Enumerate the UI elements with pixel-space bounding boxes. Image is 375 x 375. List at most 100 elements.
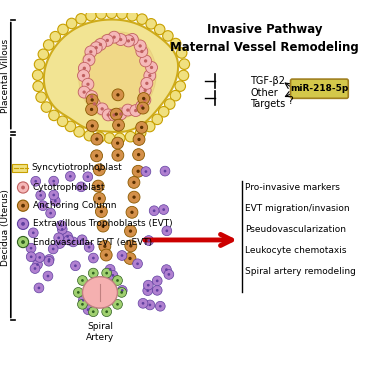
Circle shape xyxy=(128,191,140,203)
Circle shape xyxy=(117,251,127,260)
Circle shape xyxy=(143,280,153,290)
Circle shape xyxy=(106,39,109,42)
Circle shape xyxy=(127,10,138,21)
Circle shape xyxy=(115,112,118,116)
Circle shape xyxy=(128,257,132,260)
Circle shape xyxy=(164,270,174,279)
Circle shape xyxy=(115,34,127,45)
Circle shape xyxy=(140,50,144,53)
Circle shape xyxy=(176,48,187,58)
Circle shape xyxy=(84,242,94,252)
Circle shape xyxy=(141,166,151,177)
Circle shape xyxy=(95,206,107,218)
Circle shape xyxy=(94,39,106,50)
Circle shape xyxy=(30,255,33,258)
Circle shape xyxy=(122,104,134,116)
Circle shape xyxy=(153,209,156,212)
Circle shape xyxy=(34,283,44,293)
Circle shape xyxy=(91,133,103,145)
Circle shape xyxy=(72,240,75,243)
Circle shape xyxy=(103,244,106,248)
Circle shape xyxy=(74,126,84,137)
Circle shape xyxy=(85,46,97,58)
Text: Syncytiotrophoblast: Syncytiotrophoblast xyxy=(32,164,123,172)
Circle shape xyxy=(112,299,122,309)
Circle shape xyxy=(93,102,96,105)
Circle shape xyxy=(36,190,46,200)
Circle shape xyxy=(132,181,136,184)
Circle shape xyxy=(81,238,84,241)
Circle shape xyxy=(152,285,162,295)
Circle shape xyxy=(137,102,149,114)
Circle shape xyxy=(82,90,86,94)
Text: miR-218-5p: miR-218-5p xyxy=(291,84,349,93)
Circle shape xyxy=(88,253,98,263)
Text: Placental Villous: Placental Villous xyxy=(1,39,10,112)
Circle shape xyxy=(46,208,56,218)
Circle shape xyxy=(66,171,75,181)
Circle shape xyxy=(102,268,112,278)
Circle shape xyxy=(57,237,60,239)
Circle shape xyxy=(112,137,123,149)
Circle shape xyxy=(142,97,146,100)
Circle shape xyxy=(61,228,64,231)
Circle shape xyxy=(119,112,123,116)
Circle shape xyxy=(84,130,94,141)
Circle shape xyxy=(129,230,132,233)
Circle shape xyxy=(36,92,46,102)
Circle shape xyxy=(97,220,109,232)
Circle shape xyxy=(38,201,48,211)
Circle shape xyxy=(87,308,90,311)
Circle shape xyxy=(93,192,105,204)
Circle shape xyxy=(163,31,173,41)
Circle shape xyxy=(100,107,104,111)
Circle shape xyxy=(140,126,143,129)
Circle shape xyxy=(70,261,80,271)
Circle shape xyxy=(86,120,98,132)
Text: Extravillous Trophoblasts (EVT): Extravillous Trophoblasts (EVT) xyxy=(33,219,172,228)
Circle shape xyxy=(159,305,162,308)
Text: Maternal Vessel Remodeling: Maternal Vessel Remodeling xyxy=(170,40,359,54)
Circle shape xyxy=(82,299,85,302)
Circle shape xyxy=(21,186,25,189)
Circle shape xyxy=(115,108,127,120)
Circle shape xyxy=(140,105,143,108)
Circle shape xyxy=(148,304,151,306)
Circle shape xyxy=(136,122,148,134)
Circle shape xyxy=(142,302,144,304)
Circle shape xyxy=(92,180,104,192)
Circle shape xyxy=(93,300,96,303)
Circle shape xyxy=(54,233,64,243)
Circle shape xyxy=(120,291,123,294)
Circle shape xyxy=(78,70,89,81)
Circle shape xyxy=(108,31,120,43)
Circle shape xyxy=(100,249,112,261)
Circle shape xyxy=(90,95,93,98)
Text: Cytotrophoblast: Cytotrophoblast xyxy=(33,183,105,192)
Circle shape xyxy=(68,237,78,247)
Circle shape xyxy=(96,184,100,188)
Circle shape xyxy=(137,153,140,156)
Circle shape xyxy=(58,242,61,245)
Circle shape xyxy=(57,116,68,126)
Circle shape xyxy=(60,224,63,227)
Text: Leukocyte chemotaxis: Leukocyte chemotaxis xyxy=(245,246,346,255)
Text: EVT migration/invasion: EVT migration/invasion xyxy=(245,204,350,213)
Circle shape xyxy=(110,108,122,120)
Circle shape xyxy=(76,182,86,192)
Circle shape xyxy=(117,123,120,127)
Circle shape xyxy=(82,67,86,70)
Circle shape xyxy=(132,195,136,199)
Circle shape xyxy=(138,298,148,308)
Circle shape xyxy=(93,164,105,176)
Circle shape xyxy=(140,55,152,67)
Circle shape xyxy=(26,243,36,253)
Circle shape xyxy=(48,258,51,261)
Circle shape xyxy=(146,289,149,292)
Circle shape xyxy=(21,204,25,208)
Circle shape xyxy=(156,289,159,292)
Circle shape xyxy=(30,247,32,249)
Circle shape xyxy=(49,176,58,186)
Circle shape xyxy=(136,100,148,112)
Circle shape xyxy=(34,180,37,183)
